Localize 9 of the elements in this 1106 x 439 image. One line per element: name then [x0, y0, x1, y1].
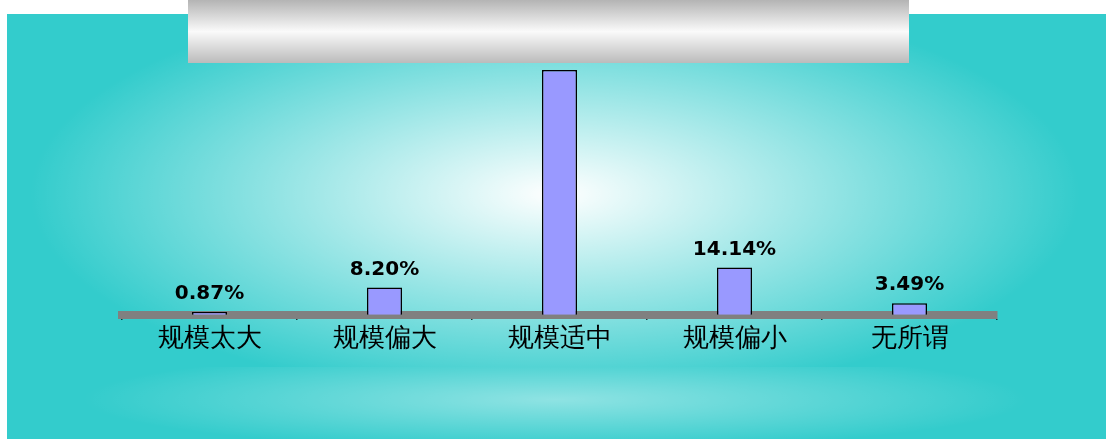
- data-label: 3.49%: [874, 271, 945, 296]
- x-tick-label: 规模适中: [507, 322, 612, 353]
- x-tick-label: 规模太大: [157, 322, 262, 353]
- data-label: 14.14%: [692, 235, 777, 260]
- x-tick-label: 规模偏小: [682, 322, 787, 353]
- data-label: 0.87%: [174, 280, 245, 305]
- x-tick-label: 无所谓: [870, 322, 949, 353]
- data-label: 8.20%: [349, 255, 420, 280]
- x-tick-label: 规模偏大: [332, 322, 437, 353]
